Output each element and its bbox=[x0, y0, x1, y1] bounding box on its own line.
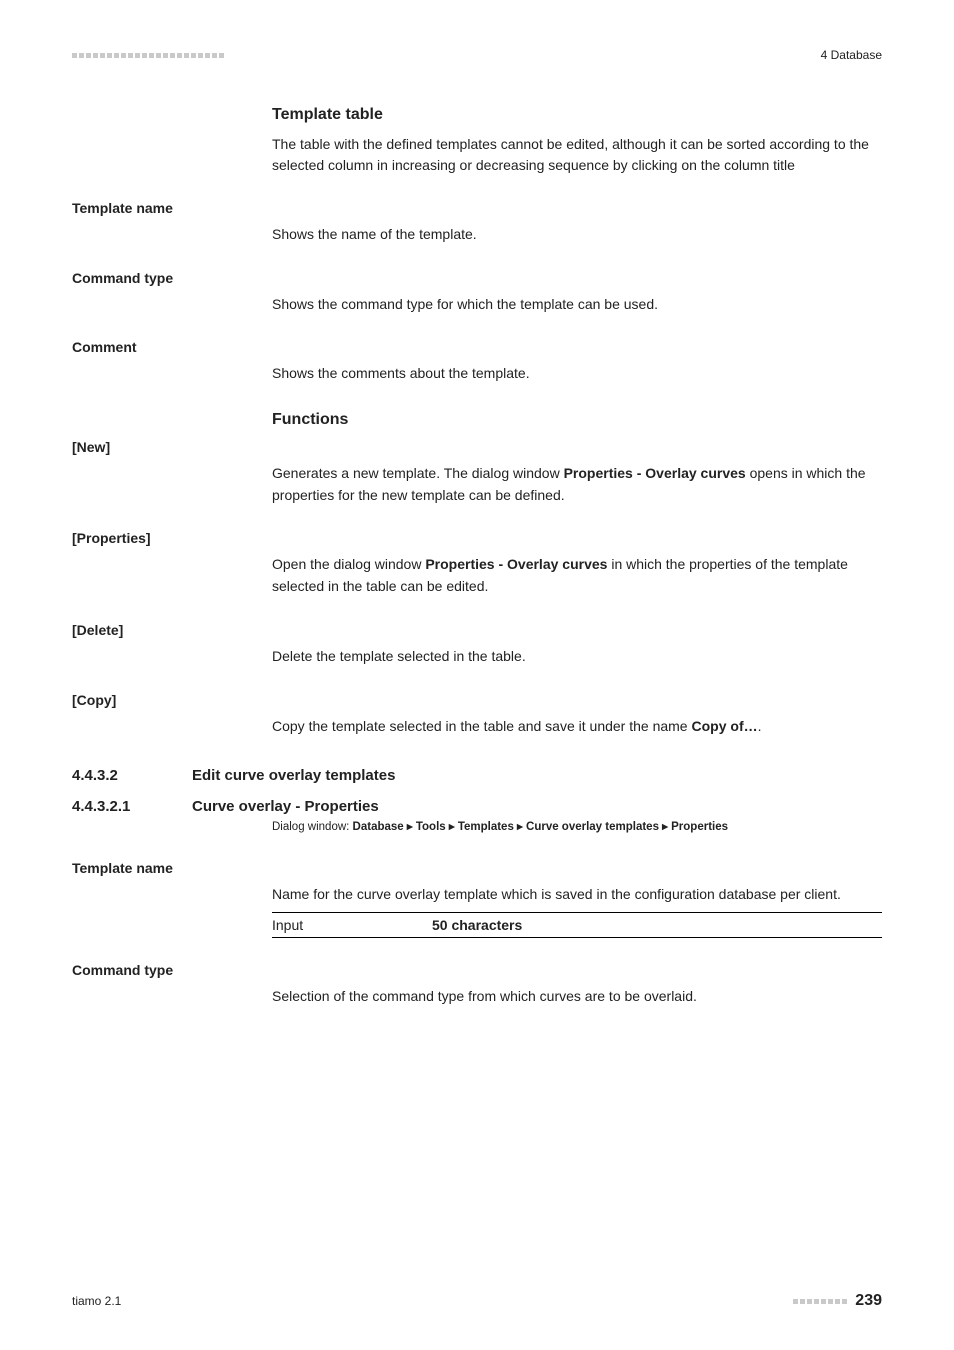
input-value: 50 characters bbox=[432, 917, 522, 933]
input-key: Input bbox=[272, 917, 432, 933]
def-label: [New] bbox=[72, 439, 882, 455]
footer-dots: 239 bbox=[793, 1292, 882, 1310]
def-body: Copy the template selected in the table … bbox=[272, 716, 882, 738]
footer-product: tiamo 2.1 bbox=[72, 1294, 121, 1308]
def-label: [Copy] bbox=[72, 692, 882, 708]
def-body-pre: Delete the template selected in the tabl… bbox=[272, 648, 526, 664]
def-body-pre: Generates a new template. The dialog win… bbox=[272, 465, 564, 481]
def-body: Shows the command type for which the tem… bbox=[272, 294, 882, 316]
heading-functions: Functions bbox=[272, 411, 882, 429]
def-body: Selection of the command type from which… bbox=[272, 986, 882, 1008]
def-body-bold: Copy of… bbox=[692, 718, 758, 734]
def-label: [Properties] bbox=[72, 530, 882, 546]
page-header: 4 Database bbox=[72, 48, 882, 62]
def-body-pre: Open the dialog window bbox=[272, 556, 425, 572]
def-label: Template name bbox=[72, 200, 882, 216]
chapter-label: 4 Database bbox=[821, 48, 882, 62]
dialog-window-path: Dialog window: Database ▸ Tools ▸ Templa… bbox=[272, 819, 882, 836]
def-body: Open the dialog window Properties - Over… bbox=[272, 554, 882, 597]
section-title: Curve overlay - Properties bbox=[192, 798, 379, 815]
def-body-bold: Properties - Overlay curves bbox=[564, 465, 746, 481]
dialog-path: Database ▸ Tools ▸ Templates ▸ Curve ove… bbox=[353, 821, 728, 833]
def-body: Delete the template selected in the tabl… bbox=[272, 646, 882, 668]
def-label: Comment bbox=[72, 339, 882, 355]
definition-block-1: Template name Shows the name of the temp… bbox=[72, 200, 882, 385]
section-number: 4.4.3.2.1 bbox=[72, 798, 192, 815]
section-44321: 4.4.3.2.1 Curve overlay - Properties bbox=[72, 798, 882, 815]
def-label: Command type bbox=[72, 962, 882, 978]
input-spec-row: Input 50 characters bbox=[272, 912, 882, 938]
def-body-post: . bbox=[758, 718, 762, 734]
intro-template-table: The table with the defined templates can… bbox=[272, 134, 882, 176]
page-number: 239 bbox=[855, 1292, 882, 1310]
section-number: 4.4.3.2 bbox=[72, 767, 192, 784]
definition-block-2: [New] Generates a new template. The dial… bbox=[72, 439, 882, 737]
header-dots bbox=[72, 53, 224, 58]
def-body-pre: Copy the template selected in the table … bbox=[272, 718, 692, 734]
def-body: Shows the name of the template. bbox=[272, 224, 882, 246]
def-body-bold: Properties - Overlay curves bbox=[425, 556, 607, 572]
section-title: Edit curve overlay templates bbox=[192, 767, 395, 784]
def-label: Command type bbox=[72, 270, 882, 286]
heading-template-table: Template table bbox=[272, 106, 882, 124]
def-body: Name for the curve overlay template whic… bbox=[272, 884, 882, 906]
def-label: Template name bbox=[72, 860, 882, 876]
def-body: Shows the comments about the template. bbox=[272, 363, 882, 385]
dialog-pre: Dialog window: bbox=[272, 821, 353, 833]
section-4432: 4.4.3.2 Edit curve overlay templates bbox=[72, 767, 882, 784]
def-label: [Delete] bbox=[72, 622, 882, 638]
page-footer: tiamo 2.1 239 bbox=[72, 1292, 882, 1310]
definition-block-3: Template name Name for the curve overlay… bbox=[72, 860, 882, 1007]
def-body: Generates a new template. The dialog win… bbox=[272, 463, 882, 506]
section-functions: Functions bbox=[272, 411, 882, 429]
section-template-table: Template table The table with the define… bbox=[272, 106, 882, 176]
